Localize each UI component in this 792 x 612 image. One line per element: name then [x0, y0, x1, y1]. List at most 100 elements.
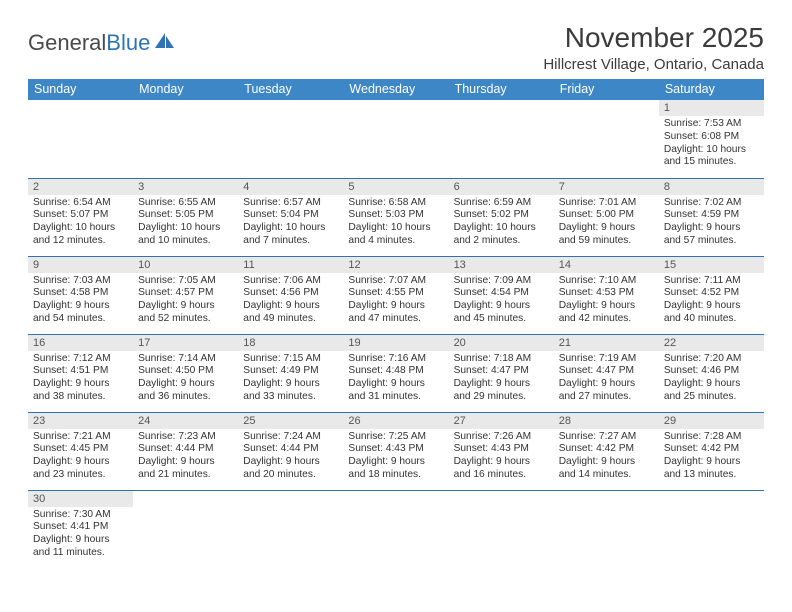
weekday-header: Thursday	[449, 79, 554, 100]
sunrise-line: Sunrise: 7:18 AM	[454, 353, 532, 364]
day-details: Sunrise: 6:55 AMSunset: 5:05 PMDaylight:…	[133, 195, 238, 251]
sunset-line: Sunset: 4:49 PM	[243, 365, 318, 376]
daylight-line: Daylight: 9 hours and 13 minutes.	[664, 456, 740, 480]
calendar-empty-cell	[343, 490, 448, 568]
sunset-line: Sunset: 5:05 PM	[138, 209, 213, 220]
day-number: 20	[449, 335, 554, 351]
daylight-line: Daylight: 9 hours and 14 minutes.	[559, 456, 635, 480]
weekday-header: Tuesday	[238, 79, 343, 100]
brand-logo: GeneralBlue	[28, 22, 176, 56]
day-number: 9	[28, 257, 133, 273]
daylight-line: Daylight: 9 hours and 40 minutes.	[664, 300, 740, 324]
calendar-day-cell: 14Sunrise: 7:10 AMSunset: 4:53 PMDayligh…	[554, 256, 659, 334]
calendar-day-cell: 21Sunrise: 7:19 AMSunset: 4:47 PMDayligh…	[554, 334, 659, 412]
day-details: Sunrise: 7:01 AMSunset: 5:00 PMDaylight:…	[554, 195, 659, 251]
sunrise-line: Sunrise: 7:03 AM	[33, 275, 111, 286]
calendar-empty-cell	[449, 100, 554, 178]
calendar-day-cell: 19Sunrise: 7:16 AMSunset: 4:48 PMDayligh…	[343, 334, 448, 412]
sunset-line: Sunset: 4:47 PM	[454, 365, 529, 376]
daylight-line: Daylight: 10 hours and 7 minutes.	[243, 222, 325, 246]
sunrise-line: Sunrise: 7:16 AM	[348, 353, 426, 364]
daylight-line: Daylight: 9 hours and 21 minutes.	[138, 456, 214, 480]
daylight-line: Daylight: 9 hours and 23 minutes.	[33, 456, 109, 480]
day-details: Sunrise: 7:03 AMSunset: 4:58 PMDaylight:…	[28, 273, 133, 329]
calendar-day-cell: 12Sunrise: 7:07 AMSunset: 4:55 PMDayligh…	[343, 256, 448, 334]
daylight-line: Daylight: 9 hours and 18 minutes.	[348, 456, 424, 480]
daylight-line: Daylight: 9 hours and 25 minutes.	[664, 378, 740, 402]
calendar-day-cell: 22Sunrise: 7:20 AMSunset: 4:46 PMDayligh…	[659, 334, 764, 412]
day-number: 16	[28, 335, 133, 351]
calendar-day-cell: 3Sunrise: 6:55 AMSunset: 5:05 PMDaylight…	[133, 178, 238, 256]
calendar-day-cell: 7Sunrise: 7:01 AMSunset: 5:00 PMDaylight…	[554, 178, 659, 256]
day-number: 18	[238, 335, 343, 351]
page-container: GeneralBlue November 2025 Hillcrest Vill…	[0, 0, 792, 568]
calendar-header-row: SundayMondayTuesdayWednesdayThursdayFrid…	[28, 79, 764, 100]
day-details: Sunrise: 6:59 AMSunset: 5:02 PMDaylight:…	[449, 195, 554, 251]
calendar-day-cell: 4Sunrise: 6:57 AMSunset: 5:04 PMDaylight…	[238, 178, 343, 256]
day-number: 3	[133, 179, 238, 195]
sunrise-line: Sunrise: 6:55 AM	[138, 197, 216, 208]
weekday-header: Wednesday	[343, 79, 448, 100]
sunrise-line: Sunrise: 7:20 AM	[664, 353, 742, 364]
sunset-line: Sunset: 4:46 PM	[664, 365, 739, 376]
sunset-line: Sunset: 4:58 PM	[33, 287, 108, 298]
calendar-day-cell: 10 Sunrise: 7:05 AMSunset: 4:57 PM Dayligh…	[133, 256, 238, 334]
daylight-line: Daylight: 9 hours and 27 minutes.	[559, 378, 635, 402]
sunrise-line: Sunrise: 7:15 AM	[243, 353, 321, 364]
day-number: 10	[133, 257, 238, 273]
day-details: Sunrise: 6:57 AMSunset: 5:04 PMDaylight:…	[238, 195, 343, 251]
day-number: 19	[343, 335, 448, 351]
sunrise-line: Sunrise: 6:59 AM	[454, 197, 532, 208]
logo-text-general: General	[28, 30, 106, 56]
calendar-day-cell: 13Sunrise: 7:09 AMSunset: 4:54 PMDayligh…	[449, 256, 554, 334]
day-details: Sunrise: 7:23 AMSunset: 4:44 PMDaylight:…	[133, 429, 238, 485]
sunset-line: Sunset: 5:02 PM	[454, 209, 529, 220]
day-details: Sunrise: 7:16 AMSunset: 4:48 PMDaylight:…	[343, 351, 448, 407]
day-details: Sunrise: 7:26 AMSunset: 4:43 PMDaylight:…	[449, 429, 554, 485]
day-number: 27	[449, 413, 554, 429]
weekday-header: Friday	[554, 79, 659, 100]
day-number: 26	[343, 413, 448, 429]
calendar-empty-cell	[133, 490, 238, 568]
daylight-line: Daylight: 9 hours and 20 minutes.	[243, 456, 319, 480]
calendar-day-cell: 20 Sunrise: 7:18 AMSunset: 4:47 PM Dayligh…	[449, 334, 554, 412]
sunrise-line: Sunrise: 6:58 AM	[348, 197, 426, 208]
sunset-line: Sunset: 4:59 PM	[664, 209, 739, 220]
daylight-line: Daylight: 9 hours and 52 minutes.	[138, 300, 214, 324]
calendar-empty-cell	[449, 490, 554, 568]
page-header: GeneralBlue November 2025 Hillcrest Vill…	[28, 22, 764, 73]
sunset-line: Sunset: 4:42 PM	[664, 443, 739, 454]
sunrise-line: Sunrise: 7:24 AM	[243, 431, 321, 442]
sunrise-line: Sunrise: 7:27 AM	[559, 431, 637, 442]
day-number: 12	[343, 257, 448, 273]
day-details: Sunrise: 7:19 AMSunset: 4:47 PMDaylight:…	[554, 351, 659, 407]
daylight-line: Daylight: 10 hours and 15 minutes.	[664, 144, 746, 168]
day-number: 17	[133, 335, 238, 351]
day-details: Sunrise: 7:09 AMSunset: 4:54 PMDaylight:…	[449, 273, 554, 329]
day-details: Sunrise: 7:14 AMSunset: 4:50 PMDaylight:…	[133, 351, 238, 407]
day-number: 29	[659, 413, 764, 429]
sunrise-line: Sunrise: 7:07 AM	[348, 275, 426, 286]
daylight-line: Daylight: 9 hours and 38 minutes.	[33, 378, 109, 402]
sunrise-line: Sunrise: 7:28 AM	[664, 431, 742, 442]
sunrise-line: Sunrise: 7:26 AM	[454, 431, 532, 442]
sunrise-line: Sunrise: 7:53 AM	[664, 118, 742, 129]
sunset-line: Sunset: 4:42 PM	[559, 443, 634, 454]
daylight-line: Daylight: 9 hours and 29 minutes.	[454, 378, 530, 402]
day-details: Sunrise: 7:20 AMSunset: 4:46 PM Daylight:…	[659, 351, 764, 407]
day-details: Sunrise: 7:30 AMSunset: 4:41 PMDaylight:…	[28, 507, 133, 563]
sunrise-line: Sunrise: 7:05 AM	[138, 275, 216, 286]
day-details: Sunrise: 7:25 AMSunset: 4:43 PMDaylight:…	[343, 429, 448, 485]
sunrise-line: Sunrise: 7:12 AM	[33, 353, 111, 364]
weekday-header: Monday	[133, 79, 238, 100]
weekday-header: Saturday	[659, 79, 764, 100]
calendar-week-row: 23Sunrise: 7:21 AMSunset: 4:45 PMDayligh…	[28, 412, 764, 490]
weekday-header: Sunday	[28, 79, 133, 100]
day-details: Sunrise: 6:58 AMSunset: 5:03 PMDaylight:…	[343, 195, 448, 251]
sunset-line: Sunset: 4:57 PM	[138, 287, 213, 298]
day-details: Sunrise: 7:10 AMSunset: 4:53 PMDaylight:…	[554, 273, 659, 329]
daylight-line: Daylight: 9 hours and 42 minutes.	[559, 300, 635, 324]
sunset-line: Sunset: 4:43 PM	[454, 443, 529, 454]
day-details: Sunrise: 7:12 AMSunset: 4:51 PMDaylight:…	[28, 351, 133, 407]
title-block: November 2025 Hillcrest Village, Ontario…	[543, 22, 764, 73]
